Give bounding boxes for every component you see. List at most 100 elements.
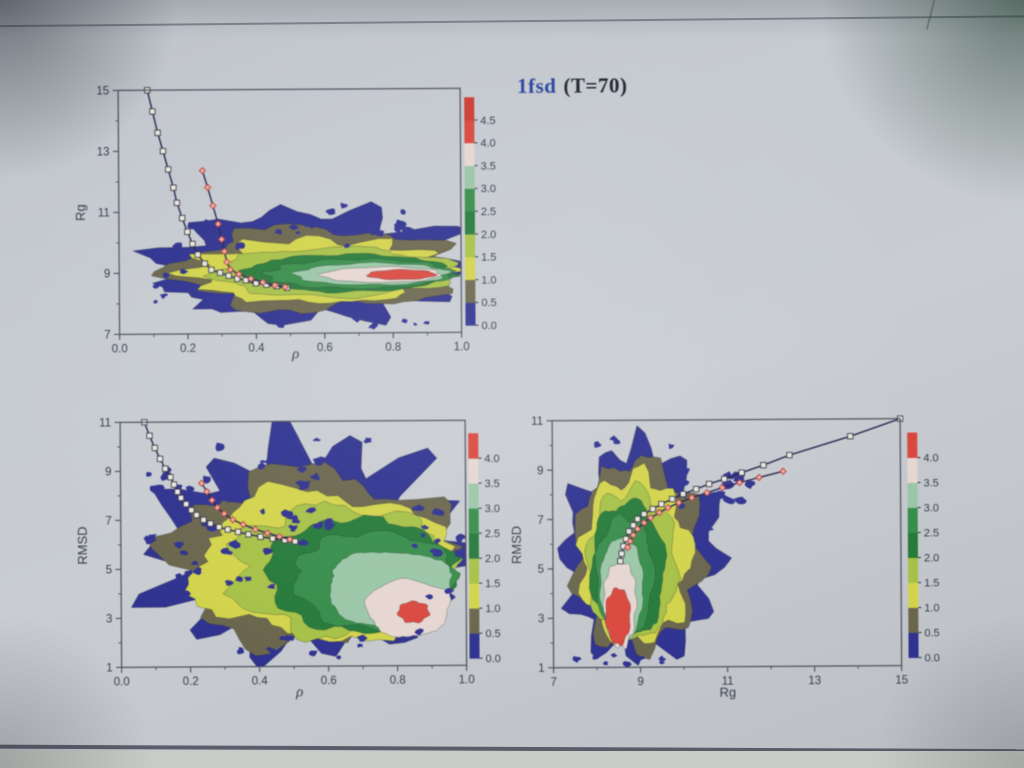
colorbar-tick-label: 0.5 xyxy=(924,627,939,639)
square-marker xyxy=(179,214,186,222)
square-marker xyxy=(167,474,174,481)
colorbar-tick-label: 2.5 xyxy=(924,527,939,539)
y-tick-label: 11 xyxy=(98,207,110,219)
y-tick-label: 13 xyxy=(97,146,110,158)
diamond-marker xyxy=(203,183,212,192)
square-marker xyxy=(721,475,728,483)
square-marker xyxy=(257,533,264,540)
colorbar-tick-label: 0.5 xyxy=(481,297,496,309)
square-marker xyxy=(224,526,231,533)
protein-id-label: 1fsd xyxy=(517,73,557,98)
square-marker xyxy=(146,432,153,439)
square-marker xyxy=(173,199,181,207)
square-marker xyxy=(188,506,195,514)
y-tick-label: 11 xyxy=(99,417,111,429)
square-marker xyxy=(156,455,164,463)
y-tick-label: 7 xyxy=(104,329,110,341)
x-tick-label: 0.6 xyxy=(321,675,337,687)
square-marker xyxy=(640,510,648,518)
contour-bands xyxy=(557,425,733,666)
square-marker xyxy=(170,481,178,488)
colorbar-tick-label: 1.5 xyxy=(924,577,939,589)
square-marker xyxy=(630,522,637,529)
x-axis-label: Rg xyxy=(719,685,736,700)
square-marker xyxy=(159,147,167,155)
square-marker xyxy=(165,166,172,173)
square-marker xyxy=(200,516,207,524)
colorbar-tick-label: 4.5 xyxy=(480,115,495,127)
square-marker xyxy=(149,108,156,115)
y-tick-label: 1 xyxy=(106,662,112,674)
square-marker xyxy=(738,469,745,476)
y-tick-label: 3 xyxy=(538,613,544,625)
y-tick-label: 11 xyxy=(531,416,543,428)
y-tick-label: 15 xyxy=(96,85,109,97)
square-marker xyxy=(208,266,215,274)
square-marker xyxy=(225,272,232,279)
plot-rmsd-vs-rho: 0.0 0.2 0.4 0.6 0.8 1.0 1 3 5 7 9 11 RMSD ρ 0.0 0.5 1.0 1… xyxy=(75,417,501,700)
colorbar-tick-label: 1.5 xyxy=(485,578,500,590)
square-marker xyxy=(189,240,196,248)
y-tick-label: 9 xyxy=(104,268,110,280)
x-tick-label: 1.0 xyxy=(454,341,470,353)
square-marker xyxy=(269,535,276,542)
x-tick-label: 15 xyxy=(895,675,908,687)
square-marker xyxy=(182,500,190,508)
square-marker xyxy=(658,500,665,508)
x-axis-label: ρ xyxy=(295,684,303,700)
colorbar: 0.0 0.5 1.0 1.5 2.0 2.5 3.0 3.5 4.0 xyxy=(468,433,501,665)
colorbar-tick-label: 3.0 xyxy=(481,183,496,195)
x-tick-label: 0.0 xyxy=(114,676,130,688)
square-marker xyxy=(177,494,185,502)
x-tick-label: 7 xyxy=(550,677,556,689)
square-marker xyxy=(207,520,214,527)
square-marker xyxy=(201,260,208,267)
colorbar-tick-label: 3.0 xyxy=(485,503,500,515)
colorbar-tick-label: 2.0 xyxy=(481,229,496,241)
square-marker xyxy=(170,184,177,191)
square-marker xyxy=(649,505,656,513)
colorbar-tick-label: 2.5 xyxy=(481,206,496,218)
colorbar-tick-label: 3.5 xyxy=(484,478,499,490)
x-tick-label: 13 xyxy=(808,675,821,687)
colorbar-tick-label: 0.5 xyxy=(485,628,500,640)
colorbar: 0.0 0.5 1.0 1.5 2.0 2.5 3.0 3.5 4.0 xyxy=(907,432,940,664)
x-tick-label: 9 xyxy=(637,676,643,688)
x-tick-label: 0.4 xyxy=(252,675,269,687)
diamond-marker xyxy=(755,473,763,482)
x-tick-label: 0.2 xyxy=(183,676,199,688)
colorbar: 0.0 0.5 1.0 1.5 2.0 2.5 3.0 3.5 4.0 4.5 xyxy=(464,97,497,332)
square-marker xyxy=(705,480,713,488)
plot-rg-vs-rho: 0.0 0.2 0.4 0.6 0.8 1.0 7 9 11 13 15 Rg ρ 0.0 0.5 1.0 1.… xyxy=(73,85,497,362)
y-axis-label: RMSD xyxy=(75,526,90,564)
x-tick-label: 0.8 xyxy=(385,342,401,354)
square-marker xyxy=(184,228,191,235)
colorbar-tick-label: 0.0 xyxy=(925,652,940,664)
colorbar-tick-label: 4.0 xyxy=(480,138,495,150)
y-tick-label: 9 xyxy=(537,465,543,477)
square-marker xyxy=(245,531,252,538)
y-tick-label: 9 xyxy=(105,466,111,478)
square-marker xyxy=(786,451,793,459)
square-marker xyxy=(847,433,854,440)
colorbar-tick-label: 1.0 xyxy=(485,603,500,615)
colorbar-tick-label: 4.0 xyxy=(484,453,499,465)
y-tick-label: 7 xyxy=(537,515,543,527)
x-axis-label: ρ xyxy=(291,346,299,362)
y-tick-label: 5 xyxy=(538,564,544,576)
contour-bands xyxy=(130,420,467,668)
colorbar-tick-label: 3.0 xyxy=(924,502,939,514)
diamond-marker xyxy=(209,201,217,210)
colorbar-tick-label: 1.5 xyxy=(481,252,496,264)
colorbar-tick-label: 1.0 xyxy=(481,274,496,286)
plot-rmsd-vs-rg: 7 9 11 13 151357911RMSDRg0.00.51.01.52.02.53… xyxy=(509,415,940,700)
colorbar-tick-label: 3.5 xyxy=(923,477,938,489)
square-marker xyxy=(692,485,700,493)
square-marker xyxy=(634,515,641,523)
diamond-marker xyxy=(198,166,207,175)
square-marker xyxy=(162,465,169,472)
square-marker xyxy=(216,269,224,276)
x-tick-label: 0.2 xyxy=(180,343,196,355)
y-axis-label: Rg xyxy=(73,204,88,221)
